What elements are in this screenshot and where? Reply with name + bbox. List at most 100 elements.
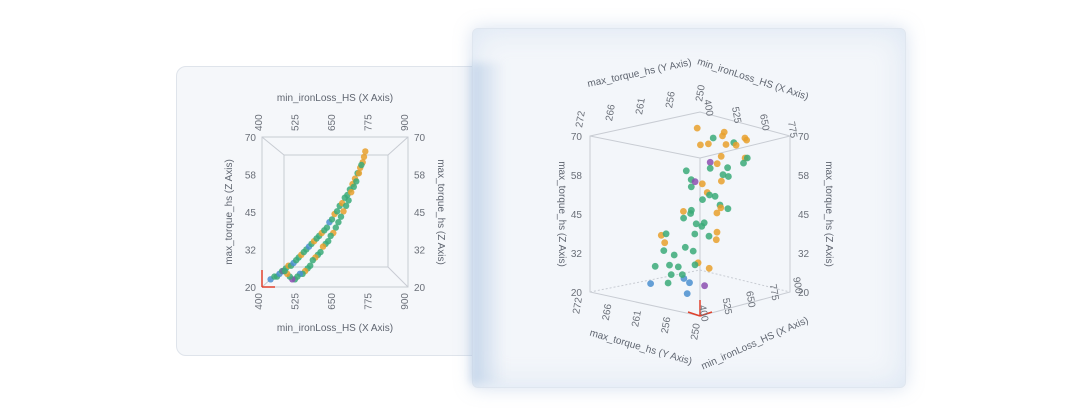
right-data-point[interactable] [686,279,693,287]
right-data-point[interactable] [713,160,721,168]
left-data-point[interactable] [340,208,347,215]
left-data-point[interactable] [350,183,357,190]
right-data-point[interactable] [706,158,714,166]
left-data-point[interactable] [281,267,288,275]
right-data-point[interactable] [732,141,740,149]
right-data-point[interactable] [670,251,678,259]
left-z-tick-right: 45 [414,208,426,219]
left-z-tick-right: 32 [414,246,426,257]
left-data-point[interactable] [332,224,339,231]
right-data-point[interactable] [687,183,695,191]
right-z-tick-right: 58 [798,171,810,182]
right-data-point[interactable] [717,204,725,212]
left-z-tick-right: 20 [414,283,426,294]
left-data-point[interactable] [337,213,345,220]
right-data-point[interactable] [680,214,687,222]
right-data-point[interactable] [743,154,751,162]
right-data-point[interactable] [661,239,669,247]
left-data-point[interactable] [328,216,336,223]
right-x-tick-bottom: 525 [720,297,734,316]
right-x-tick-bottom: 775 [767,283,781,302]
right-data-point[interactable] [719,132,726,140]
right-data-point[interactable] [691,178,699,186]
right-data-point[interactable] [691,230,699,238]
right-y-tick-bottom: 250 [689,322,703,341]
left-data-point[interactable] [335,219,342,226]
right-data-point[interactable] [687,210,694,217]
left-data-point[interactable] [348,189,355,196]
left-data-point[interactable] [309,257,316,264]
right-data-point[interactable] [724,164,731,172]
right-data-point[interactable] [693,124,701,132]
left-data-point[interactable] [323,224,331,231]
right-data-point[interactable] [717,152,725,160]
left-data-point[interactable] [360,153,368,161]
right-y-tick-top: 256 [664,90,678,109]
right-data-point[interactable] [706,164,714,172]
right-data-point[interactable] [698,222,706,230]
left-data-point[interactable] [333,208,341,215]
right-data-point[interactable] [691,261,699,269]
left-outer-box [261,136,409,288]
left-z-tick-left: 45 [245,208,257,219]
right-data-point[interactable] [651,262,659,270]
right-data-point[interactable] [682,167,690,175]
right-data-point[interactable] [698,180,706,188]
right-data-point[interactable] [692,220,700,228]
left-data-point[interactable] [345,197,352,204]
right-data-point[interactable] [719,171,727,179]
right-data-point[interactable] [713,228,721,236]
right-data-point[interactable] [701,282,708,290]
right-data-point[interactable] [705,264,713,272]
right-data-point[interactable] [667,271,675,278]
left-data-point[interactable] [355,170,363,177]
right-data-point[interactable] [674,263,682,271]
left-z-tick-left: 32 [245,246,257,257]
right-data-point[interactable] [725,173,732,180]
right-x-tick-top: 525 [729,106,743,125]
right-data-point[interactable] [660,247,668,255]
right-data-point[interactable] [647,280,654,287]
left-data-point[interactable] [362,148,369,155]
left-data-point[interactable] [319,243,327,250]
right-z-tick-left: 32 [571,249,583,260]
left-data-point[interactable] [358,161,365,169]
right-data-point[interactable] [666,261,673,269]
right-data-point[interactable] [699,196,706,204]
right-data-point[interactable] [705,140,712,148]
right-data-point[interactable] [722,141,730,148]
left-z-tick-left: 58 [245,171,257,182]
right-origin-axes [687,300,713,317]
left-x-tick-bottom: 400 [254,293,265,310]
right-z-tick-left: 70 [571,132,583,143]
right-data-point[interactable] [681,243,689,251]
right-y-tick-bottom: 256 [660,316,674,335]
right-data-point[interactable] [712,236,720,244]
left-data-point[interactable] [327,232,334,239]
right-data-point[interactable] [711,192,719,200]
right-data-point[interactable] [718,177,725,185]
right-data-point[interactable] [697,141,704,149]
right-data-point[interactable] [713,209,721,217]
left-x-tick-bottom: 900 [400,293,411,310]
right-data-point[interactable] [724,205,732,213]
right-data-point[interactable] [683,290,691,297]
right-data-point[interactable] [689,247,697,255]
right-data-point[interactable] [705,232,713,240]
right-z-title-left: max_torque_hs (Z Axis) [556,161,567,267]
right-data-point[interactable] [706,191,713,199]
right-data-point[interactable] [664,279,672,287]
left-data-point[interactable] [342,202,350,209]
left-data-point[interactable] [353,178,360,185]
left-z-tick-left: 20 [245,283,257,294]
right-data-point[interactable] [662,230,670,238]
right-data-point[interactable] [680,208,687,215]
right-data-point[interactable] [709,134,717,142]
right-y-tick-top: 261 [634,97,648,116]
right-data-point[interactable] [741,134,749,142]
right-data-point[interactable] [678,271,686,278]
right-y-title-top: max_torque_hs (Y Axis) [587,57,693,90]
right-data-point[interactable] [740,159,747,167]
